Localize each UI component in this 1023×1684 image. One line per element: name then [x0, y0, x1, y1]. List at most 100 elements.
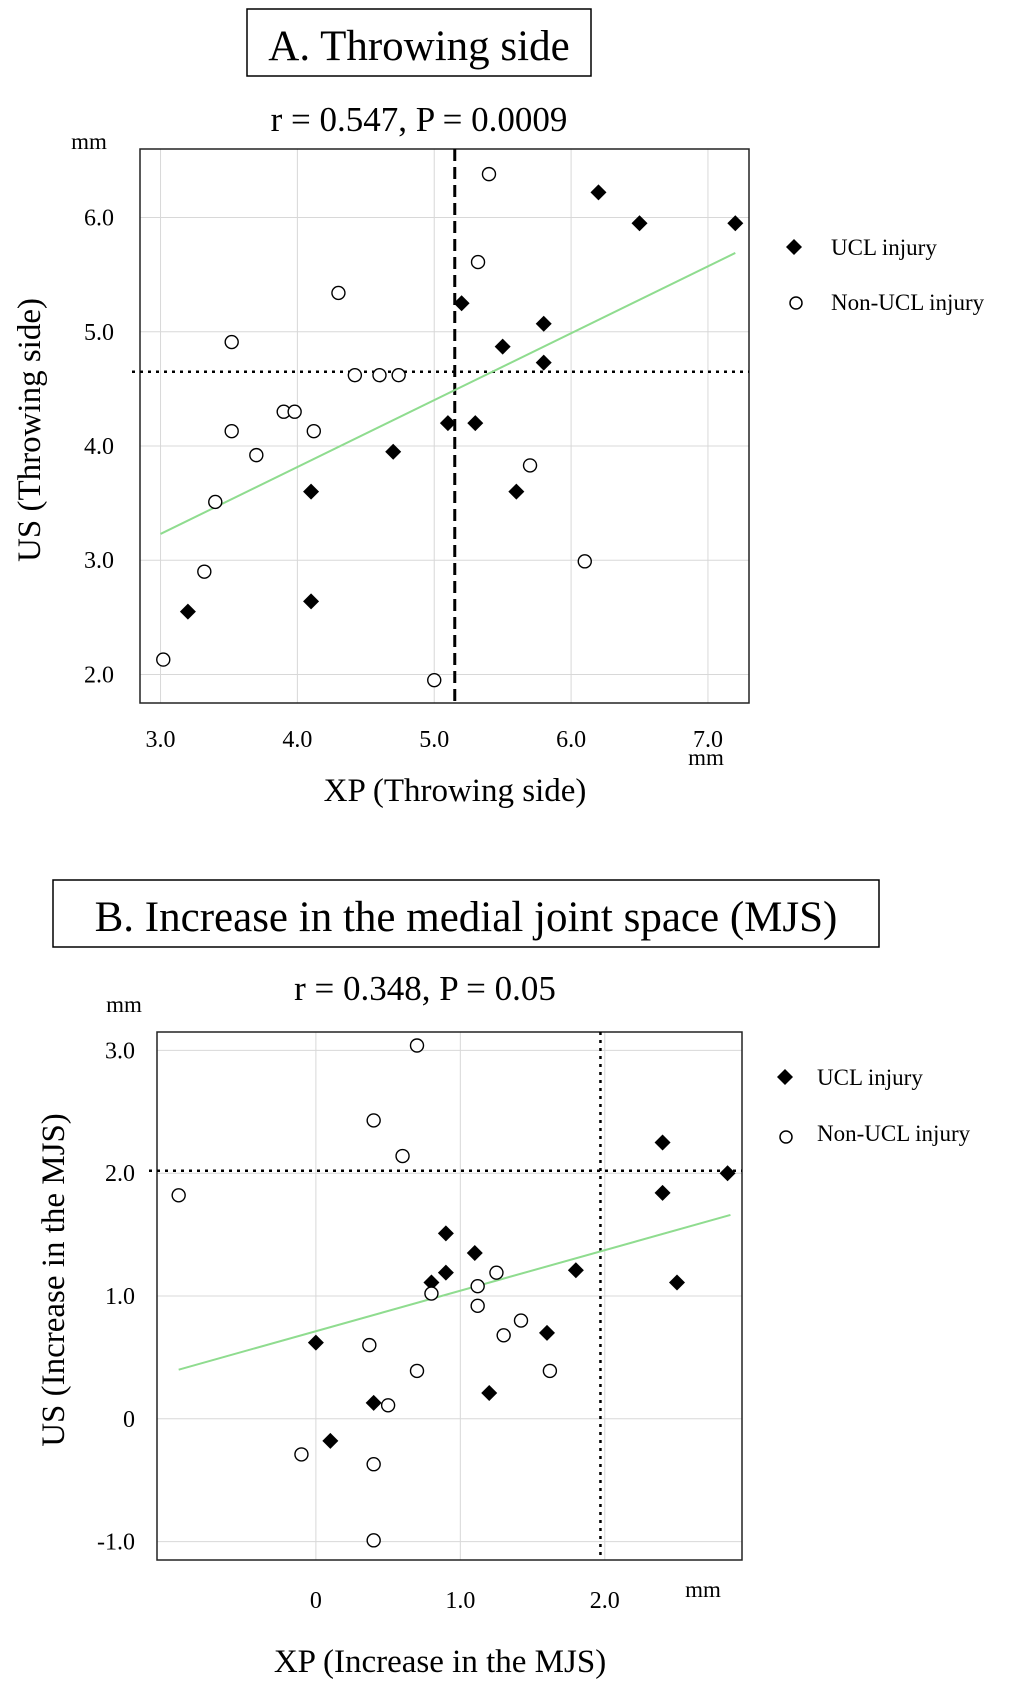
panel-a-non-ucl-injury-point	[331, 285, 346, 301]
panel-a-y-tick-label: 6.0	[84, 206, 114, 232]
panel-b-title: B. Increase in the medial joint space (M…	[95, 894, 838, 941]
panel-a-ucl-injury-point	[179, 603, 196, 620]
panel-a-x-tick-label: 6.0	[556, 727, 586, 753]
panel-b-y-tick-label: 3.0	[105, 1038, 135, 1064]
panel-a-x-tick-label: 5.0	[419, 727, 449, 753]
panel-b-non-ucl-injury-point	[171, 1188, 186, 1203]
panel-b-y-tick-label: 0	[123, 1407, 135, 1433]
panel-b-ucl-injury-point	[307, 1334, 324, 1351]
panel-a-ucl-injury-point	[303, 483, 320, 500]
panel-b-non-ucl-injury-point	[395, 1148, 410, 1164]
panel-a-x-tick-label: 4.0	[282, 727, 312, 753]
panel-b-non-ucl-injury-point	[366, 1113, 381, 1128]
panel-b-ucl-injury-point	[654, 1184, 671, 1201]
panel-a-ucl-injury-point	[439, 415, 456, 432]
panel-a-y-tick-label: 2.0	[84, 662, 114, 688]
panel-b-legend-non-ucl-label: Non-UCL injury	[817, 1121, 971, 1146]
panel-b-plot-area: 0 1.0 2.0 -1.0 0 1.0 2.0 3.0	[97, 1031, 743, 1614]
panel-a-non-ucl-injury-point	[224, 423, 239, 439]
panel-a-legend-non-ucl-label: Non-UCL injury	[831, 290, 985, 315]
panel-b-title-box	[52, 879, 880, 948]
panel-a-plot-area: 3.0 4.0 5.0 6.0 7.0 2.0 3.0 4.0 5.0 6.0	[84, 148, 750, 753]
panel-a-title: A. Throwing side	[268, 23, 569, 70]
panel-b-non-ucl-injury-point	[470, 1298, 485, 1314]
panel-b-x-tick-label: 0	[310, 1588, 322, 1614]
panel-a-ucl-injury-point	[453, 295, 470, 312]
panel-a-subtitle: r = 0.547, P = 0.0009	[271, 100, 568, 139]
panel-b-y-axis-label: US (Increase in the MJS)	[36, 1113, 72, 1447]
panel-b-non-ucl-injury-point	[542, 1363, 558, 1379]
panel-b-subtitle: r = 0.348, P = 0.05	[294, 969, 556, 1008]
panel-b-non-ucl-injury-point	[366, 1457, 381, 1472]
panel-b-ucl-injury-point	[423, 1274, 440, 1291]
panel-a-legend-ucl-marker	[786, 239, 802, 255]
panel-a-y-tick-label: 5.0	[84, 320, 114, 346]
panel-a-non-ucl-injury-point	[156, 652, 171, 667]
panel-b-non-ucl-injury-point	[366, 1533, 381, 1548]
panel-b-non-ucl-injury-point	[409, 1363, 425, 1379]
panel-b-non-ucl-injury-point	[470, 1278, 485, 1294]
panel-b-ucl-injury-point	[365, 1394, 382, 1411]
panel-a-non-ucl-injury-point	[427, 672, 442, 688]
panel-b-non-ucl-injury-point	[294, 1447, 309, 1462]
panel-a-non-ucl-injury-point	[481, 166, 497, 182]
panel-b-non-ucl-injury-point	[496, 1328, 511, 1343]
panel-b-x-tick-label: 1.0	[445, 1588, 475, 1614]
panel-a-y-tick-label: 3.0	[84, 548, 114, 574]
panel-b-legend-non-ucl-marker	[779, 1130, 793, 1144]
panel-b-ucl-injury-point	[654, 1134, 671, 1151]
panel-b-y-tick-label: -1.0	[97, 1530, 135, 1556]
panel-b-x-axis-label: XP (Increase in the MJS)	[274, 1644, 606, 1680]
panel-a-non-ucl-injury-point	[287, 404, 302, 419]
panel-b-ucl-injury-point	[437, 1225, 454, 1242]
panel-b-y-tick-label: 1.0	[105, 1284, 135, 1310]
panel-a-ucl-injury-point	[535, 315, 552, 332]
panel-a-x-tick-label: 7.0	[693, 727, 723, 753]
panel-a-ucl-injury-point	[385, 443, 402, 460]
panel-a-x-tick-label: 3.0	[146, 727, 176, 753]
panel-a-non-ucl-injury-point	[347, 367, 363, 383]
panel-a-ucl-injury-point	[590, 184, 607, 201]
panel-b-y-unit: mm	[106, 992, 142, 1017]
panel-a-y-tick-label: 4.0	[84, 434, 114, 460]
panel-a-y-axis-label: US (Throwing side)	[12, 298, 48, 562]
panel-b-regression-line	[178, 1213, 731, 1371]
panel-a-regression-line	[160, 252, 736, 535]
panel-b-ucl-injury-point	[669, 1274, 685, 1291]
panel-a-ucl-injury-point	[467, 415, 484, 432]
panel-a-ucl-injury-point	[631, 215, 648, 232]
panel-a-y-unit: mm	[71, 129, 107, 154]
panel-b-non-ucl-injury-point	[489, 1265, 504, 1280]
panel-a-x-axis-label: XP (Throwing side)	[324, 773, 587, 809]
panel-b-non-ucl-injury-point	[380, 1398, 396, 1413]
panel-a-non-ucl-injury-point	[577, 554, 592, 569]
panel-b-ucl-injury-point	[466, 1245, 483, 1262]
panel-b-legend-ucl-label: UCL injury	[817, 1065, 923, 1090]
panel-a-non-ucl-injury-point	[306, 423, 322, 439]
panel-a-plot-frame	[139, 148, 750, 704]
panel-a-legend-non-ucl-marker	[789, 296, 803, 310]
panel-b-ucl-injury-point	[481, 1385, 498, 1402]
panel-b-ucl-injury-point	[437, 1264, 454, 1281]
panel-a-legend: UCL injury Non-UCL injury	[786, 235, 985, 315]
panel-a-ucl-injury-point	[535, 354, 552, 371]
panel-a: A. Throwing side r = 0.547, P = 0.0009 m…	[12, 8, 985, 809]
panel-a-title-box	[246, 8, 592, 77]
panel-a-non-ucl-injury-point	[197, 564, 212, 579]
panel-b-legend-ucl-marker	[777, 1069, 793, 1085]
panel-a-ucl-injury-point	[727, 215, 744, 232]
panel-a-non-ucl-injury-point	[372, 367, 387, 383]
panel-b-ucl-injury-point	[567, 1262, 584, 1279]
panel-a-ucl-injury-point	[508, 483, 525, 500]
panel-b-plot-frame	[156, 1031, 743, 1561]
panel-b-ucl-injury-point	[719, 1165, 736, 1182]
panel-a-ucl-injury-point	[494, 338, 511, 355]
panel-a-non-ucl-injury-point	[391, 367, 406, 383]
panel-a-non-ucl-injury-point	[470, 254, 486, 270]
panel-b: B. Increase in the medial joint space (M…	[36, 879, 971, 1680]
panel-b-non-ucl-injury-point	[409, 1038, 425, 1053]
panel-a-non-ucl-injury-point	[249, 447, 264, 463]
panel-b-x-unit: mm	[685, 1577, 721, 1602]
panel-a-ucl-injury-point	[303, 593, 320, 610]
